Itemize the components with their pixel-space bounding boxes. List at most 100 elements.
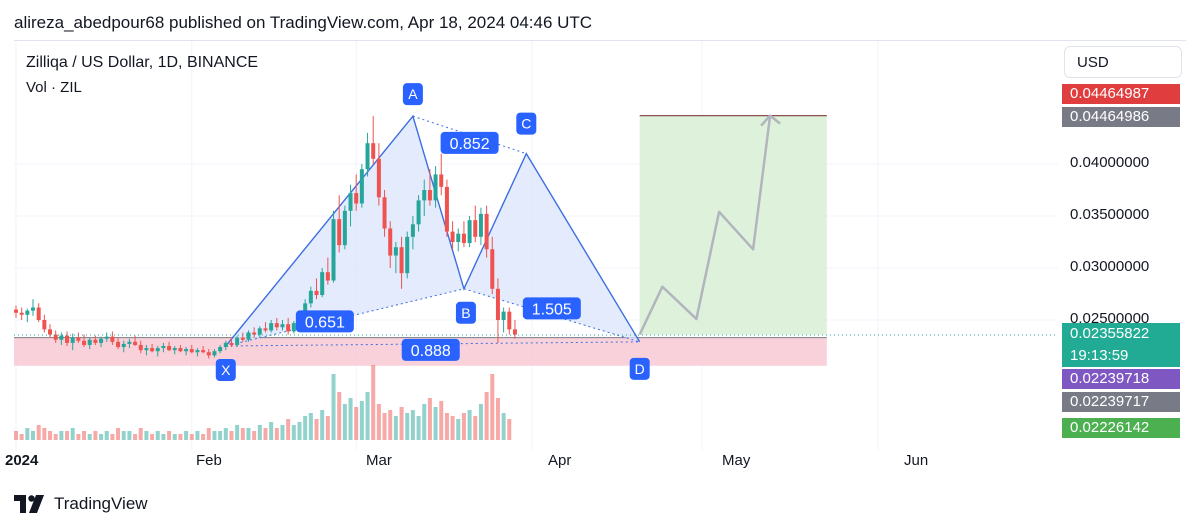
volume-bar	[150, 434, 155, 440]
volume-bar	[484, 392, 489, 440]
volume-bar	[218, 431, 223, 440]
pattern-point-box	[629, 357, 650, 380]
ratio-box	[295, 310, 354, 333]
candle-body	[178, 348, 183, 352]
candle-body	[365, 143, 370, 170]
candle-body	[286, 324, 291, 332]
pattern-point-box	[516, 112, 537, 135]
candle-body	[121, 343, 126, 348]
volume-bar	[257, 425, 262, 440]
candle-body	[116, 341, 121, 348]
candle-body	[25, 310, 30, 315]
volume-bar	[42, 428, 47, 440]
candle-body	[65, 335, 70, 343]
price-tick-label: 0.02500000	[1070, 310, 1150, 327]
volume-bar	[48, 431, 53, 440]
time-tick-label: Apr	[548, 452, 572, 469]
candle-body	[167, 346, 172, 351]
candle-body	[172, 348, 177, 351]
time-tick-label: 2024	[5, 452, 39, 469]
time-tick-label: Mar	[366, 452, 392, 469]
candle-body	[70, 337, 75, 343]
candle-body	[82, 340, 87, 345]
candle-body	[422, 190, 427, 201]
volume-bar	[212, 431, 217, 440]
volume-bar	[376, 404, 381, 440]
price-tick-label: 0.03000000	[1070, 258, 1150, 275]
candle-body	[291, 323, 296, 332]
candle-body	[393, 247, 398, 256]
volume-bar	[342, 404, 347, 440]
ratio-x-b: 0.651	[295, 310, 354, 333]
candle-body	[461, 233, 466, 244]
time-tick-label: Feb	[196, 452, 222, 469]
volume-bar	[439, 401, 444, 440]
candle-body	[473, 220, 478, 237]
candle-body	[456, 233, 461, 242]
volume-bar	[274, 428, 279, 440]
ratio-label: 0.888	[411, 343, 451, 360]
volume-bar	[31, 431, 36, 440]
pattern-point-c: C	[516, 112, 537, 135]
volume-bar	[331, 374, 336, 440]
pattern-dotted-xb	[225, 288, 465, 347]
pattern-point-box	[455, 301, 476, 324]
candle-body	[138, 344, 143, 351]
candle-body	[507, 311, 512, 330]
volume-bar	[127, 431, 132, 440]
price-label: 0.02226142	[1062, 418, 1180, 438]
volume-bar	[427, 398, 432, 440]
candle-body	[444, 186, 449, 232]
candle-body	[127, 341, 132, 344]
ratio-box	[401, 338, 460, 361]
volume-bar	[422, 404, 427, 440]
candle-body	[433, 174, 438, 201]
volume-bar	[314, 419, 319, 440]
currency-button[interactable]: USD	[1064, 46, 1182, 78]
volume-bar	[478, 404, 483, 440]
candle-body	[371, 143, 376, 159]
volume-bar	[410, 410, 415, 440]
volume-bar	[206, 428, 211, 440]
price-tick-label: 0.04000000	[1070, 154, 1150, 171]
tradingview-logo[interactable]: TradingView	[14, 493, 148, 515]
volume-bar	[93, 431, 98, 440]
volume-bar	[110, 434, 115, 440]
volume-bar	[76, 434, 81, 440]
volume-bar	[473, 416, 478, 440]
volume-bar	[178, 434, 183, 440]
volume-bar	[229, 431, 234, 440]
volume-bar	[365, 392, 370, 440]
volume-bar	[223, 428, 228, 440]
candle-body	[478, 213, 483, 237]
candle-body	[405, 236, 410, 274]
candle-body	[410, 224, 415, 237]
candle-body	[218, 347, 223, 352]
candle-body	[240, 337, 245, 340]
volume-bar	[495, 398, 500, 440]
volume-bar	[297, 422, 302, 440]
candle-body	[342, 210, 347, 246]
volume-bar	[269, 422, 274, 440]
price-label: 0.02239718	[1062, 369, 1180, 389]
price-tick-label: 0.03500000	[1070, 206, 1150, 223]
price-label: 0.04464986	[1062, 107, 1180, 127]
volume-bar	[53, 434, 58, 440]
candle-body	[14, 309, 18, 313]
overlay-layer: X A B C D 0.852 0.651 1.505 0.888	[14, 83, 1058, 381]
candle-body	[212, 351, 217, 356]
target-zone	[639, 115, 827, 335]
candle-body	[337, 219, 342, 246]
volume-bar	[65, 431, 70, 440]
volume-bar	[252, 431, 257, 440]
ratio-label: 1.505	[532, 301, 572, 318]
pattern-point-label: B	[461, 305, 470, 321]
candle-body	[201, 350, 206, 353]
candle-body	[269, 323, 274, 331]
candle-body	[189, 349, 194, 353]
candle-body	[53, 334, 58, 340]
volume-bar	[263, 428, 268, 440]
volume-bar	[144, 431, 149, 440]
pattern-point-b: B	[455, 301, 476, 324]
